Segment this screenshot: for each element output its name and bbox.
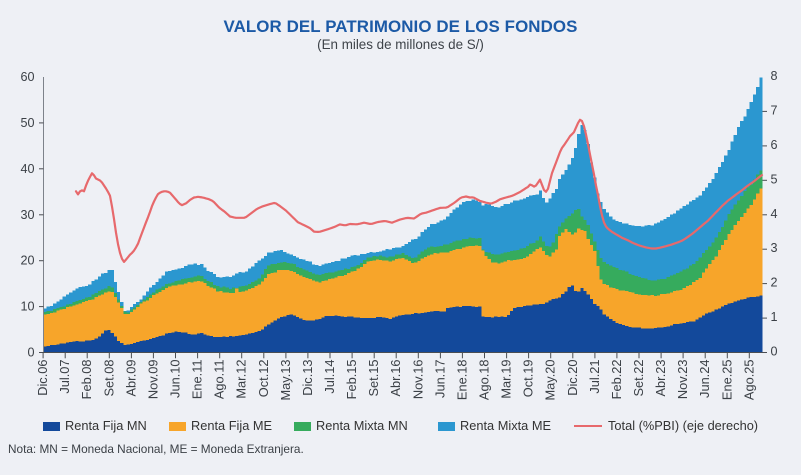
svg-text:Mar.19: Mar.19 <box>499 359 514 398</box>
svg-text:Jul.14: Jul.14 <box>322 360 337 394</box>
svg-text:Feb.08: Feb.08 <box>79 360 94 400</box>
svg-text:3: 3 <box>771 241 778 255</box>
svg-text:May.20: May.20 <box>543 360 558 401</box>
svg-text:Feb.22: Feb.22 <box>609 360 624 400</box>
svg-text:Nov.16: Nov.16 <box>410 360 425 400</box>
svg-text:8: 8 <box>771 69 778 83</box>
svg-text:Abr.23: Abr.23 <box>653 360 668 397</box>
svg-text:6: 6 <box>771 138 778 152</box>
svg-text:20: 20 <box>20 254 34 268</box>
svg-text:Oct.19: Oct.19 <box>521 360 536 398</box>
svg-text:Nov.09: Nov.09 <box>145 360 160 400</box>
svg-text:Jul.21: Jul.21 <box>587 360 602 394</box>
svg-text:Ene.18: Ene.18 <box>454 360 469 401</box>
svg-text:2: 2 <box>771 276 778 290</box>
svg-text:May.13: May.13 <box>278 360 293 401</box>
svg-text:1: 1 <box>771 310 778 324</box>
svg-text:Ene.25: Ene.25 <box>719 360 734 401</box>
svg-text:60: 60 <box>20 70 34 84</box>
svg-text:40: 40 <box>20 162 34 176</box>
svg-text:Ago.11: Ago.11 <box>212 360 227 400</box>
svg-text:Nov.23: Nov.23 <box>675 360 690 400</box>
svg-text:Set.15: Set.15 <box>366 360 381 397</box>
svg-text:50: 50 <box>20 116 34 130</box>
svg-text:Set.08: Set.08 <box>101 360 116 397</box>
svg-text:Jun.24: Jun.24 <box>697 360 712 398</box>
svg-text:Dic.06: Dic.06 <box>35 360 50 396</box>
svg-text:Abr.16: Abr.16 <box>388 360 403 397</box>
svg-text:Ago.18: Ago.18 <box>477 360 492 401</box>
svg-text:Mar.12: Mar.12 <box>234 360 249 399</box>
svg-text:Ene.11: Ene.11 <box>190 360 205 400</box>
svg-text:Jun.10: Jun.10 <box>168 360 183 398</box>
svg-text:Jul.07: Jul.07 <box>57 360 72 394</box>
svg-text:30: 30 <box>20 208 34 222</box>
svg-text:4: 4 <box>771 207 778 221</box>
svg-text:5: 5 <box>771 172 778 186</box>
svg-text:0: 0 <box>771 345 778 359</box>
svg-text:Set.22: Set.22 <box>631 360 646 397</box>
svg-text:Feb.15: Feb.15 <box>344 360 359 400</box>
svg-text:Ago.25: Ago.25 <box>741 360 756 401</box>
svg-text:10: 10 <box>20 300 34 314</box>
svg-text:Abr.09: Abr.09 <box>123 360 138 397</box>
svg-text:7: 7 <box>771 103 778 117</box>
svg-text:0: 0 <box>27 346 34 360</box>
svg-text:Dic.13: Dic.13 <box>300 360 315 396</box>
svg-text:Dic.20: Dic.20 <box>565 360 580 396</box>
svg-text:Oct.12: Oct.12 <box>256 360 271 398</box>
svg-text:Jun.17: Jun.17 <box>432 360 447 398</box>
